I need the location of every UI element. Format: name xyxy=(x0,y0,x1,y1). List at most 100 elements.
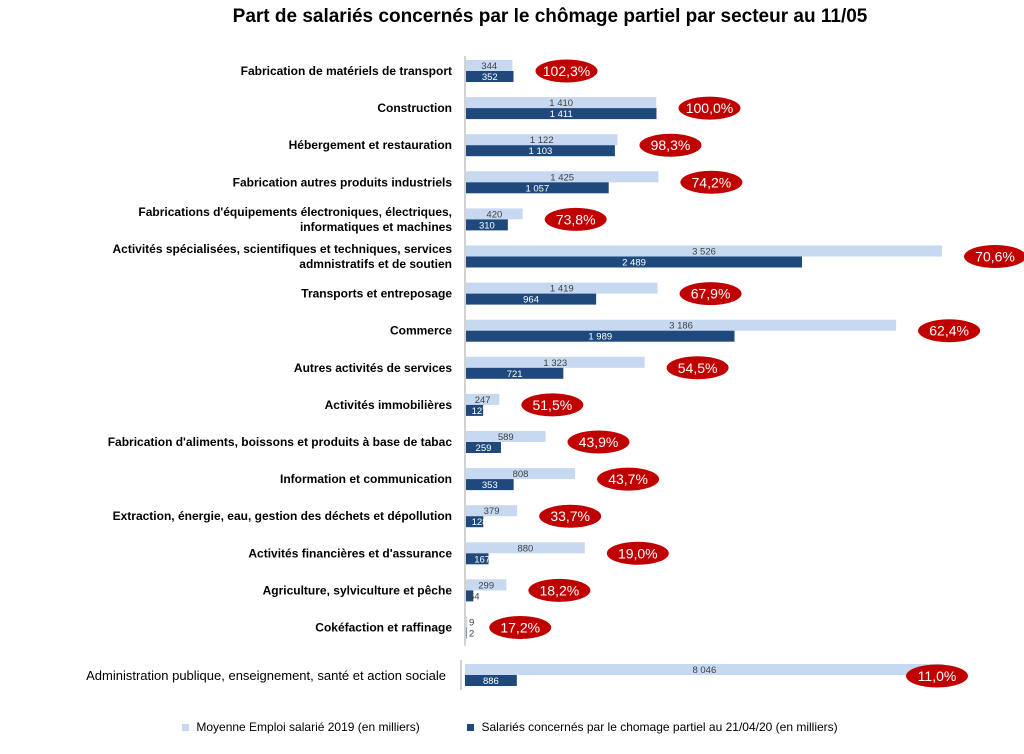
data-label-emploi: 589 xyxy=(498,432,514,443)
data-label-chomage: 128 xyxy=(472,517,488,528)
data-label-chomage: 2 489 xyxy=(622,258,646,269)
data-label-chomage: 721 xyxy=(507,369,523,380)
category-label: Autres activités de services xyxy=(294,361,452,375)
category-label: Activités immobilières xyxy=(325,398,453,412)
bar-chomage xyxy=(466,590,474,602)
data-label-emploi: 1 122 xyxy=(530,135,554,146)
category-label: Cokéfaction et raffinage xyxy=(315,621,452,635)
legend-swatch-chomage xyxy=(467,724,475,732)
bar-emploi xyxy=(466,431,546,442)
percentage-badge-shape xyxy=(606,541,669,565)
percentage-badge: 19,0% xyxy=(618,545,658,561)
bar-emploi xyxy=(466,97,657,109)
data-label-chomage: 167 xyxy=(474,554,490,565)
extra-percentage-badge: 11,0% xyxy=(918,668,957,684)
bar-emploi xyxy=(466,542,585,554)
percentage-badge: 98,3% xyxy=(651,137,691,153)
percentage-badge-shape xyxy=(964,245,1024,268)
percentage-badge-shape xyxy=(666,356,729,380)
data-label-emploi: 880 xyxy=(517,543,533,554)
bar-emploi xyxy=(466,319,897,331)
data-label-chomage: 127 xyxy=(472,406,488,417)
bar-emploi xyxy=(466,282,658,294)
bar-chomage xyxy=(466,145,615,157)
extra-percentage-badge-shape xyxy=(906,664,968,688)
data-label-emploi: 344 xyxy=(481,61,497,72)
data-label-emploi: 299 xyxy=(478,580,494,591)
bar-chomage xyxy=(466,256,803,268)
percentage-badge-shape xyxy=(678,96,741,120)
bar-chomage xyxy=(466,442,501,453)
bar-chomage xyxy=(466,71,514,82)
percentage-badge: 17,2% xyxy=(500,620,540,636)
data-label-emploi: 3 526 xyxy=(692,247,716,258)
extra-bar-emploi xyxy=(465,664,944,675)
percentage-badge: 67,9% xyxy=(691,286,731,302)
data-label-emploi: 379 xyxy=(484,506,500,517)
percentage-badge: 100,0% xyxy=(686,100,733,116)
category-label: Extraction, énergie, eau, gestion des dé… xyxy=(113,509,452,523)
data-label-emploi: 1 410 xyxy=(549,98,573,109)
category-label: Fabrication de matériels de transport xyxy=(241,64,452,78)
bar-chomage xyxy=(466,516,484,528)
data-label-emploi: 808 xyxy=(513,469,529,480)
bar-chomage xyxy=(466,553,489,565)
data-label-chomage: 259 xyxy=(476,443,492,454)
category-label: Construction xyxy=(377,101,452,115)
data-label-chomage: 353 xyxy=(482,480,498,491)
extra-data-label-emploi: 8 046 xyxy=(692,665,716,676)
bar-chomage xyxy=(466,293,597,305)
category-label: Activités spécialisées, scientifiques et… xyxy=(113,242,453,256)
percentage-badge-shape xyxy=(918,319,981,343)
percentage-badge: 70,6% xyxy=(975,249,1015,265)
percentage-badge: 74,2% xyxy=(692,174,732,190)
percentage-badge-shape xyxy=(597,467,660,491)
percentage-badge-shape xyxy=(528,578,591,602)
category-label: Fabrication autres produits industriels xyxy=(233,175,453,189)
data-label-emploi: 1 425 xyxy=(550,172,574,183)
category-label: Activités financières et d'assurance xyxy=(248,546,452,560)
bar-emploi xyxy=(466,616,468,628)
data-label-chomage: 964 xyxy=(523,295,539,306)
data-label-emploi: 1 419 xyxy=(550,284,574,295)
percentage-badge: 54,5% xyxy=(678,360,718,376)
category-label: Fabrication d'aliments, boissons et prod… xyxy=(108,435,453,449)
legend-item-emploi: Moyenne Emploi salarié 2019 (en milliers… xyxy=(182,720,420,734)
data-label-chomage: 2 xyxy=(469,629,474,640)
percentage-badge: 43,9% xyxy=(579,434,619,450)
category-label: Fabrications d'équipements électroniques… xyxy=(138,205,452,219)
bar-chomage xyxy=(466,367,564,379)
percentage-badge-shape xyxy=(567,430,630,454)
legend-label-emploi: Moyenne Emploi salarié 2019 (en milliers… xyxy=(196,720,420,734)
category-label: informatiques et machines xyxy=(300,220,452,234)
bar-emploi xyxy=(466,134,618,146)
bar-chomage xyxy=(466,219,508,231)
data-label-emploi: 9 xyxy=(469,618,474,629)
percentage-badge-shape xyxy=(521,393,584,417)
bar-chomage xyxy=(466,627,467,639)
bar-emploi xyxy=(466,171,659,183)
data-label-chomage: 1 411 xyxy=(550,109,573,120)
percentage-badge: 43,7% xyxy=(608,471,648,487)
percentage-badge: 51,5% xyxy=(532,397,572,413)
category-label: Commerce xyxy=(390,324,452,338)
percentage-badge-shape xyxy=(539,504,602,528)
bar-chomage xyxy=(466,479,514,491)
data-label-chomage: 352 xyxy=(482,72,498,83)
data-label-emploi: 247 xyxy=(475,395,491,406)
data-label-chomage: 310 xyxy=(479,220,495,231)
bar-emploi xyxy=(466,356,645,368)
category-label: Hébergement et restauration xyxy=(289,138,452,152)
extra-category-label: Administration publique, enseignement, s… xyxy=(86,668,446,683)
data-label-emploi: 3 186 xyxy=(669,321,693,332)
bar-emploi xyxy=(466,393,500,405)
percentage-badge-shape xyxy=(544,207,607,231)
percentage-badge: 33,7% xyxy=(550,508,590,524)
legend-swatch-emploi xyxy=(182,724,189,732)
chart-title: Part de salariés concernés par le chômag… xyxy=(232,6,868,27)
category-label: admnistratifs et de soutien xyxy=(299,257,452,271)
bar-emploi xyxy=(466,245,943,257)
data-label-chomage: 54 xyxy=(469,591,480,602)
data-label-emploi: 420 xyxy=(486,209,502,220)
percentage-badge: 102,3% xyxy=(543,63,590,79)
